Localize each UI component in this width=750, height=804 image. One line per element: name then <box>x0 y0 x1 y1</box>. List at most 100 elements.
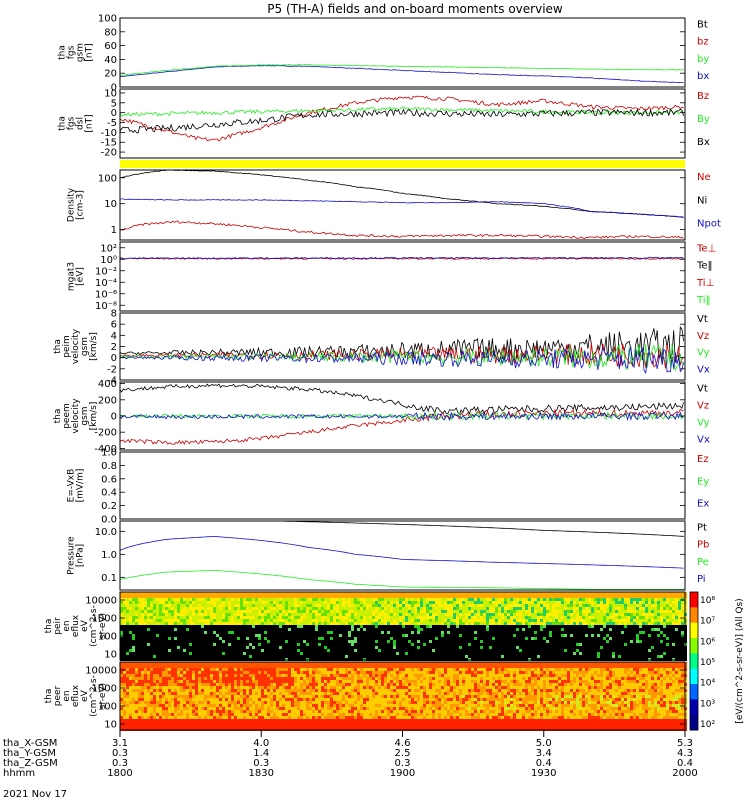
heatmap-cell <box>375 649 378 652</box>
heatmap-cell <box>633 610 636 613</box>
heatmap-cell <box>231 628 234 631</box>
heatmap-cell <box>612 637 615 640</box>
heatmap-cell <box>327 610 330 613</box>
heatmap-cell <box>312 613 315 616</box>
heatmap-cell <box>144 655 147 658</box>
heatmap-cell <box>240 616 243 619</box>
heatmap-cell <box>222 610 225 613</box>
heatmap-cell <box>645 595 648 598</box>
heatmap-cell <box>456 622 459 625</box>
heatmap-cell <box>186 619 189 622</box>
heatmap-cell <box>645 640 648 643</box>
heatmap-cell <box>579 598 582 601</box>
heatmap-cell <box>144 619 147 622</box>
heatmap-cell <box>666 655 669 658</box>
heatmap-cell <box>165 610 168 613</box>
heatmap-cell <box>372 640 375 643</box>
heatmap-cell <box>585 601 588 604</box>
heatmap-cell <box>624 649 627 652</box>
heatmap-cell <box>339 604 342 607</box>
heatmap-cell <box>525 607 528 610</box>
heatmap-cell <box>510 598 513 601</box>
heatmap-cell <box>567 595 570 598</box>
heatmap-cell <box>531 607 534 610</box>
heatmap-cell <box>234 613 237 616</box>
heatmap-cell <box>666 646 669 649</box>
heatmap-cell <box>465 628 468 631</box>
heatmap-cell <box>156 698 159 701</box>
heatmap-cell <box>258 598 261 601</box>
heatmap-cell <box>366 616 369 619</box>
heatmap-cell <box>144 710 147 713</box>
heatmap-cell <box>246 652 249 655</box>
heatmap-cell <box>192 637 195 640</box>
heatmap-cell <box>126 607 129 610</box>
heatmap-cell <box>612 595 615 598</box>
heatmap-cell <box>642 613 645 616</box>
heatmap-cell <box>588 628 591 631</box>
heatmap-cell <box>336 610 339 613</box>
heatmap-cell <box>282 610 285 613</box>
heatmap-cell <box>366 625 369 628</box>
heatmap-cell <box>285 652 288 655</box>
heatmap-cell <box>381 631 384 634</box>
heatmap-cell <box>615 649 618 652</box>
heatmap-cell <box>126 601 129 604</box>
heatmap-cell <box>309 634 312 637</box>
heatmap-cell <box>288 643 291 646</box>
heatmap-cell <box>135 680 138 683</box>
heatmap-cell <box>135 622 138 625</box>
heatmap-cell <box>126 710 129 713</box>
heatmap-cell <box>357 616 360 619</box>
heatmap-cell <box>141 701 144 704</box>
heatmap-cell <box>492 607 495 610</box>
heatmap-cell <box>549 640 552 643</box>
heatmap-cell <box>237 637 240 640</box>
heatmap-cell <box>603 619 606 622</box>
heatmap-cell <box>582 637 585 640</box>
heatmap-cell <box>303 619 306 622</box>
heatmap-cell <box>204 640 207 643</box>
heatmap-cell <box>522 610 525 613</box>
heatmap-cell <box>411 631 414 634</box>
heatmap-cell <box>294 622 297 625</box>
heatmap-cell <box>507 640 510 643</box>
heatmap-cell <box>153 689 156 692</box>
heatmap-cell <box>309 652 312 655</box>
heatmap-cell <box>291 619 294 622</box>
heatmap-cell <box>384 619 387 622</box>
heatmap-cell <box>534 607 537 610</box>
heatmap-cell <box>624 601 627 604</box>
heatmap-cell <box>225 595 228 598</box>
heatmap-cell <box>366 610 369 613</box>
heatmap-cell <box>312 652 315 655</box>
heatmap-cell <box>426 604 429 607</box>
heatmap-cell <box>441 649 444 652</box>
heatmap-cell <box>285 634 288 637</box>
heatmap-cell <box>588 649 591 652</box>
heatmap-cell <box>537 604 540 607</box>
heatmap-cell <box>138 701 141 704</box>
heatmap-cell <box>312 625 315 628</box>
heatmap-cell <box>660 613 663 616</box>
heatmap-cell <box>621 607 624 610</box>
heatmap-cell <box>294 610 297 613</box>
legend-Pb: Pb <box>697 540 709 551</box>
heatmap-cell <box>243 622 246 625</box>
heatmap-cell <box>336 613 339 616</box>
heatmap-cell <box>399 622 402 625</box>
heatmap-cell <box>177 637 180 640</box>
heatmap-cell <box>582 631 585 634</box>
heatmap-cell <box>261 607 264 610</box>
heatmap-cell <box>375 637 378 640</box>
heatmap-cell <box>387 616 390 619</box>
heatmap-cell <box>294 628 297 631</box>
heatmap-cell <box>561 616 564 619</box>
heatmap-cell <box>240 610 243 613</box>
heatmap-cell <box>573 607 576 610</box>
heatmap-cell <box>150 655 153 658</box>
heatmap-cell <box>318 625 321 628</box>
heatmap-cell <box>276 637 279 640</box>
heatmap-cell <box>612 601 615 604</box>
heatmap-cell <box>297 643 300 646</box>
